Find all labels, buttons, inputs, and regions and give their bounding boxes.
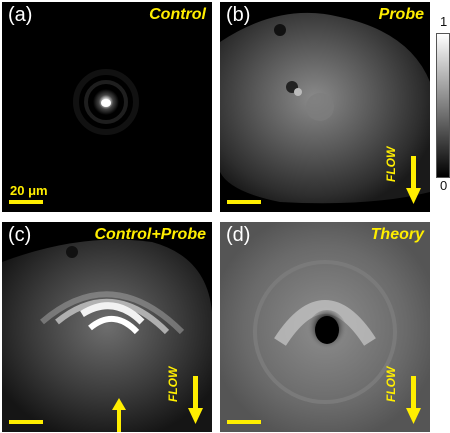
control-probe-image [2,222,212,432]
theory-image [220,222,430,432]
colorbar-max-label: 1 [440,14,448,29]
flow-arrow-icon [406,156,421,204]
panel-title-control-probe: Control+Probe [94,226,206,243]
colorbar [436,33,450,178]
panel-c-control-probe: (c) Control+Probe FLOW [2,222,212,432]
panel-d-theory: (d) Theory FLOW [220,222,430,432]
flow-arrow-icon [406,376,421,424]
flow-indicator: FLOW [384,367,424,428]
scalebar [227,420,261,424]
panel-title-control: Control [149,6,206,23]
panel-label-b: (b) [226,4,251,26]
panel-title-theory: Theory [370,226,424,243]
probe-image [220,2,430,212]
panel-label-c: (c) [8,224,32,246]
up-arrow-icon [112,398,126,432]
flow-indicator: FLOW [166,367,206,428]
control-image [2,2,212,212]
scalebar [9,200,43,204]
scalebar [9,420,43,424]
flow-arrow-icon [188,376,203,424]
panel-b-probe: (b) Probe FLOW [220,2,430,212]
panel-title-probe: Probe [378,6,424,23]
scalebar [227,200,261,204]
panel-label-d: (d) [226,224,251,246]
flow-indicator: FLOW [384,147,424,208]
scalebar-label: 20 μm [10,183,48,198]
colorbar-min-label: 0 [440,178,448,193]
panel-a-control: (a) Control 20 μm [2,2,212,212]
panel-label-a: (a) [8,4,33,26]
